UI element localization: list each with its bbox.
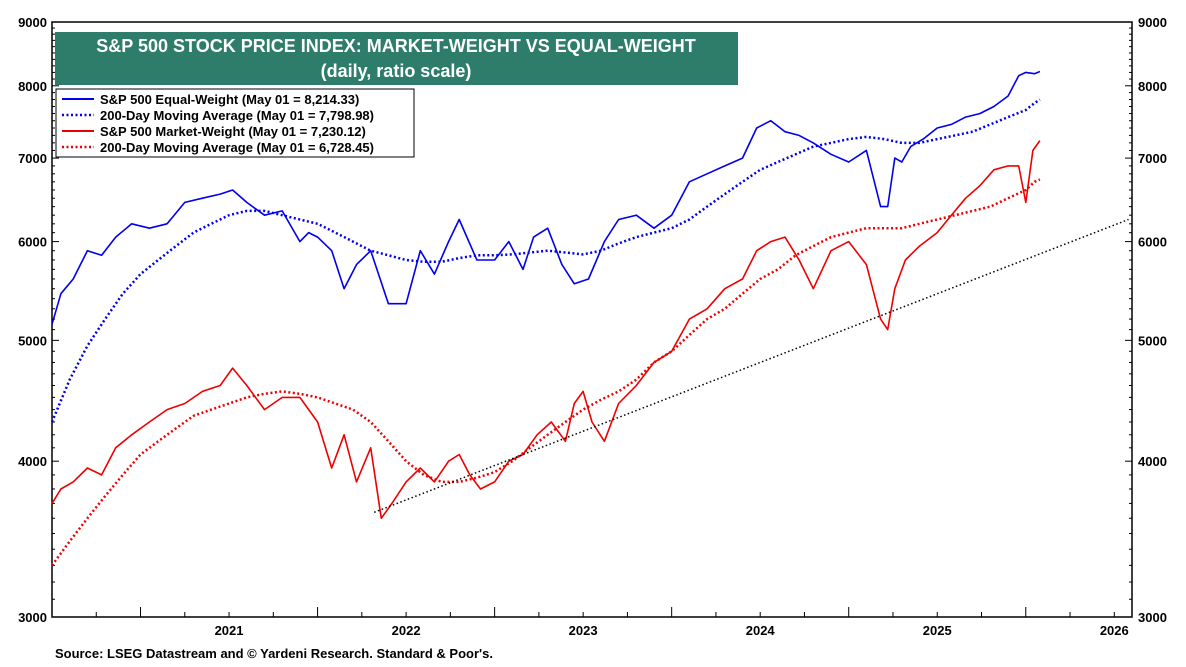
- y-tick-label-right: 3000: [1138, 610, 1167, 625]
- legend: S&P 500 Equal-Weight (May 01 = 8,214.33)…: [55, 88, 415, 158]
- y-tick-label-right: 8000: [1138, 79, 1167, 94]
- market-weight-ma-line: [50, 178, 1041, 567]
- legend-label-market-weight: S&P 500 Market-Weight (May 01 = 7,230.12…: [100, 124, 366, 139]
- title-background: [55, 32, 738, 85]
- y-tick-label-right: 6000: [1138, 235, 1167, 250]
- x-tick-label: 2025: [923, 623, 952, 638]
- y-tick-label-right: 9000: [1138, 15, 1167, 30]
- y-tick-label-left: 8000: [18, 79, 47, 94]
- chart-subtitle: (daily, ratio scale): [321, 61, 472, 81]
- axis-ticks: 3000 3000 4000 4000 5000 5000 6000 6000 7000 7000…: [18, 15, 1167, 638]
- y-tick-label-right: 4000: [1138, 454, 1167, 469]
- legend-frame: [55, 88, 415, 158]
- y-tick-label-left: 5000: [18, 333, 47, 348]
- chart-title: S&P 500 STOCK PRICE INDEX: MARKET-WEIGHT…: [96, 36, 695, 56]
- y-tick-label-left: 3000: [18, 610, 47, 625]
- legend-label-market-weight-ma: 200-Day Moving Average (May 01 = 6,728.4…: [100, 140, 374, 155]
- x-tick-label: 2024: [746, 623, 776, 638]
- series-lines: [50, 70, 1129, 567]
- trendline: [373, 218, 1129, 513]
- x-tick-label: 2021: [215, 623, 244, 638]
- y-tick-label-left: 7000: [18, 151, 47, 166]
- y-tick-label-left: 6000: [18, 235, 47, 250]
- y-tick-label-right: 7000: [1138, 151, 1167, 166]
- x-tick-label: 2022: [392, 623, 421, 638]
- legend-label-equal-weight-ma: 200-Day Moving Average (May 01 = 7,798.9…: [100, 108, 374, 123]
- x-tick-label: 2023: [569, 623, 598, 638]
- market-weight-line: [51, 140, 1041, 520]
- equal-weight-line: [51, 70, 1041, 325]
- chart-title-box: S&P 500 STOCK PRICE INDEX: MARKET-WEIGHT…: [55, 32, 738, 85]
- y-tick-label-right: 5000: [1138, 333, 1167, 348]
- x-tick-label: 2026: [1100, 623, 1129, 638]
- source-note: Source: LSEG Datastream and © Yardeni Re…: [55, 646, 493, 661]
- y-tick-label-left: 9000: [18, 15, 47, 30]
- equal-weight-ma-line: [50, 98, 1041, 423]
- y-tick-label-left: 4000: [18, 454, 47, 469]
- legend-label-equal-weight: S&P 500 Equal-Weight (May 01 = 8,214.33): [100, 92, 359, 107]
